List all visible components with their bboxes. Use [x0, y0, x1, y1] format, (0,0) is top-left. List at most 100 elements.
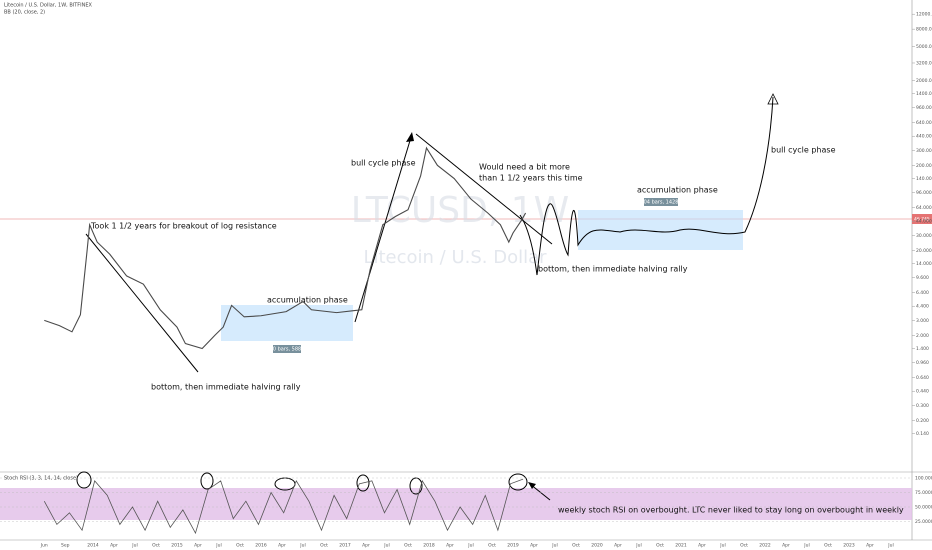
time-tick-label: 2022 — [759, 543, 771, 549]
trend-line — [354, 133, 413, 323]
price-tick-label: 9.600 — [916, 275, 929, 281]
time-tick-label: Apr — [362, 543, 370, 549]
projection-path — [519, 96, 774, 276]
time-tick-label: 2021 — [675, 543, 687, 549]
stoch-tick-label: 25.0000 — [915, 519, 932, 525]
time-tick-label: 2020 — [591, 543, 603, 549]
time-tick-label: Oct — [152, 543, 160, 549]
watermark: LTCUSD, 1W — [351, 190, 569, 231]
time-tick-label: Oct — [572, 543, 580, 549]
price-tick-label: 3.000 — [916, 318, 929, 324]
arrow-head — [406, 132, 414, 142]
time-tick-label: 2017 — [339, 543, 351, 549]
time-tick-label: Jul — [719, 543, 725, 549]
range-label: 204 bars, 1428d — [640, 200, 681, 206]
price-tick-label: 6.400 — [916, 290, 929, 296]
watermark-sub: Litecoin / U.S. Dollar — [363, 247, 547, 268]
price-tick-label: 0.300 — [916, 403, 929, 409]
price-tick-label: 96.000 — [916, 190, 932, 196]
annotation: bull cycle phase — [771, 146, 836, 155]
time-tick-label: Sep — [61, 543, 70, 549]
time-tick-label: Jul — [551, 543, 557, 549]
price-tick-label: 0.140 — [916, 431, 929, 437]
time-tick-label: Jul — [215, 543, 221, 549]
time-tick-label: Jul — [131, 543, 137, 549]
price-tick-label: 12000.000 — [916, 12, 932, 18]
time-tick-label: Apr — [110, 543, 118, 549]
arrow-head — [767, 93, 779, 105]
time-tick-label: Apr — [782, 543, 790, 549]
price-tick-label: 14.000 — [916, 261, 932, 267]
time-tick-label: Oct — [656, 543, 664, 549]
trend-line — [85, 233, 199, 373]
time-tick-label: Apr — [530, 543, 538, 549]
annotation: bottom, then immediate halving rally — [538, 265, 688, 274]
time-tick-label: Jul — [803, 543, 809, 549]
time-tick-label: Apr — [698, 543, 706, 549]
time-tick-label: Apr — [278, 543, 286, 549]
stoch-tick-label: 50.0000 — [915, 505, 932, 511]
stoch-tick-label: 100.0000 — [915, 476, 932, 482]
indicator-title: BB (20, close, 2) — [4, 10, 45, 16]
time-tick-label: 2014 — [87, 543, 99, 549]
range-label-bg — [644, 198, 678, 206]
time-tick-label: Jul — [467, 543, 473, 549]
annotation: Took 1 1/2 years for breakout of log res… — [90, 222, 277, 231]
time-tick-label: Jul — [383, 543, 389, 549]
time-tick-label: Jul — [299, 543, 305, 549]
annotation: accumulation phase — [637, 186, 718, 195]
highlight-circle — [356, 474, 370, 492]
annotation: Would need a bit more — [479, 163, 570, 172]
price-tick-label: 300.000 — [916, 148, 932, 154]
time-tick-label: 2016 — [255, 543, 267, 549]
price-tick-label: 64.000 — [916, 205, 932, 211]
price-tick-label: 140.000 — [916, 176, 932, 182]
highlight-circle — [76, 471, 92, 489]
time-tick-label: Jul — [887, 543, 893, 549]
annotation: than 1 1/2 years this time — [479, 174, 583, 183]
time-tick-label: Apr — [866, 543, 874, 549]
price-tick-label: 2.000 — [916, 333, 929, 339]
time-tick-label: Oct — [740, 543, 748, 549]
price-tick-label: 20.000 — [916, 248, 932, 254]
annotation: accumulation phase — [267, 296, 348, 305]
price-tick-label: 200.000 — [916, 163, 932, 169]
highlight-circle — [508, 473, 528, 491]
time-tick-label: 2023 — [843, 543, 855, 549]
time-tick-label: Jul — [635, 543, 641, 549]
range-box — [221, 305, 353, 341]
time-tick-label: Oct — [320, 543, 328, 549]
stoch-line — [43, 478, 524, 535]
stoch-tick-label: 75.0000 — [915, 490, 932, 496]
time-tick-label: Oct — [404, 543, 412, 549]
price-tick-label: 1400.000 — [916, 91, 932, 97]
range-label: 60 bars, 588d — [270, 347, 305, 353]
price-tick-label: 440.000 — [916, 134, 932, 140]
price-tick-label: 640.000 — [916, 120, 932, 126]
time-tick-label: Oct — [824, 543, 832, 549]
stoch-title: Stoch RSI (3, 3, 14, 14, close) — [4, 476, 78, 482]
price-tick-label: 0.440 — [916, 389, 929, 395]
price-tick-label: 44.000 — [916, 219, 932, 225]
price-tick-label: 30.000 — [916, 233, 932, 239]
time-tick-label: 2018 — [423, 543, 435, 549]
time-tick-label: Apr — [194, 543, 202, 549]
price-tick-label: 2000.000 — [916, 78, 932, 84]
time-tick-label: 2015 — [171, 543, 183, 549]
time-tick-label: Oct — [488, 543, 496, 549]
time-tick-label: Oct — [236, 543, 244, 549]
price-tick-label: 3200.000 — [916, 60, 932, 66]
time-tick-label: Apr — [446, 543, 454, 549]
price-tick-label: 1.400 — [916, 346, 929, 352]
price-tick-label: 8000.000 — [916, 27, 932, 33]
price-tag-bg — [912, 214, 932, 224]
price-tag: 46.745 — [914, 217, 930, 223]
price-tick-label: 0.200 — [916, 418, 929, 424]
range-label-bg — [273, 345, 301, 353]
price-tick-label: 0.640 — [916, 375, 929, 381]
arrow-head — [528, 482, 536, 489]
symbol-title: Litecoin / U.S. Dollar, 1W, BITFINEX — [4, 3, 93, 9]
time-tick-label: 2019 — [507, 543, 519, 549]
